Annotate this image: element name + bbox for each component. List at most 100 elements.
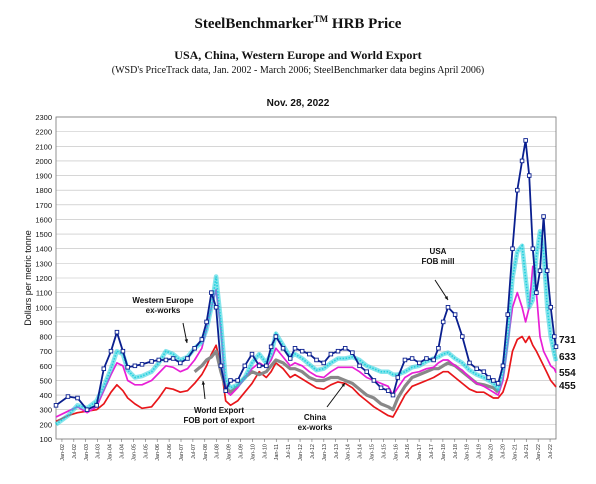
data-point bbox=[209, 290, 214, 295]
data-point bbox=[280, 346, 286, 351]
data-point bbox=[292, 346, 298, 351]
data-point bbox=[390, 392, 396, 398]
x-tick-label: Jan-15 bbox=[369, 444, 375, 461]
data-point bbox=[500, 363, 506, 369]
data-point bbox=[125, 365, 130, 370]
data-point bbox=[537, 268, 543, 273]
data-point bbox=[440, 319, 446, 325]
x-tick-label: Jul-06 bbox=[167, 444, 173, 459]
data-point bbox=[268, 344, 274, 350]
data-point bbox=[357, 363, 362, 369]
data-point bbox=[510, 246, 515, 251]
data-point bbox=[228, 378, 233, 383]
y-tick-label: 1600 bbox=[35, 215, 52, 224]
data-point bbox=[199, 337, 205, 342]
x-tick-label: Jan-02 bbox=[60, 444, 66, 461]
y-tick-label: 1400 bbox=[35, 245, 52, 254]
x-tick-label: Jan-06 bbox=[155, 444, 161, 461]
data-point bbox=[523, 138, 528, 143]
data-point bbox=[395, 375, 401, 380]
annotation-arrowhead bbox=[444, 296, 448, 300]
series-line bbox=[55, 265, 557, 418]
x-tick-label: Jan-03 bbox=[84, 444, 90, 461]
data-point bbox=[505, 312, 510, 317]
x-tick-label: Jan-08 bbox=[203, 444, 209, 461]
data-point bbox=[515, 187, 520, 193]
y-tick-label: 1700 bbox=[35, 201, 52, 210]
x-tick-label: Jul-21 bbox=[524, 444, 530, 459]
x-tick-label: Jan-20 bbox=[489, 444, 495, 461]
end-value-label: 633 bbox=[559, 352, 576, 363]
data-point bbox=[264, 363, 269, 369]
data-point bbox=[108, 348, 114, 354]
data-point bbox=[256, 363, 262, 369]
y-tick-label: 800 bbox=[39, 333, 52, 342]
x-tick-label: Jul-18 bbox=[453, 444, 459, 459]
x-tick-label: Jul-17 bbox=[429, 444, 435, 459]
series-line bbox=[54, 228, 559, 427]
series-line bbox=[55, 335, 557, 423]
y-tick-label: 400 bbox=[39, 391, 52, 400]
x-tick-label: Jan-09 bbox=[227, 444, 233, 461]
annotation-label-line2: ex-works bbox=[146, 306, 181, 315]
annotation-label: Western Europe bbox=[132, 296, 194, 305]
data-point bbox=[321, 360, 326, 366]
x-tick-label: Jul-05 bbox=[143, 444, 149, 459]
data-point bbox=[84, 407, 90, 412]
x-tick-label: Jul-10 bbox=[262, 444, 268, 459]
data-point bbox=[53, 403, 59, 408]
data-point bbox=[436, 346, 441, 351]
data-point bbox=[213, 305, 219, 310]
data-point bbox=[75, 395, 80, 401]
y-tick-label: 100 bbox=[39, 435, 52, 444]
data-point bbox=[192, 346, 197, 351]
x-tick-label: Jul-12 bbox=[310, 444, 316, 459]
x-tick-label: Jul-03 bbox=[96, 444, 102, 459]
x-tick-label: Jul-22 bbox=[548, 444, 554, 459]
data-point bbox=[445, 305, 451, 310]
data-point bbox=[299, 348, 305, 354]
chart-source-note: (WSD's PriceTrack data, Jan. 2002 - Marc… bbox=[111, 65, 485, 76]
data-point bbox=[156, 357, 162, 363]
series-4 bbox=[55, 335, 557, 423]
x-tick-label: Jan-21 bbox=[512, 444, 518, 461]
data-point bbox=[287, 356, 293, 361]
data-point bbox=[223, 388, 228, 393]
data-point bbox=[242, 363, 248, 369]
data-point bbox=[495, 381, 501, 386]
x-tick-label: Jan-05 bbox=[131, 444, 137, 461]
data-point bbox=[335, 348, 341, 354]
x-tick-label: Jul-16 bbox=[405, 444, 411, 459]
series-line-markers bbox=[55, 231, 557, 426]
x-tick-label: Jan-17 bbox=[417, 444, 423, 461]
data-point bbox=[519, 158, 525, 164]
data-point bbox=[474, 366, 479, 371]
annotation-arrowhead bbox=[341, 383, 345, 387]
data-point bbox=[170, 356, 176, 361]
data-point bbox=[534, 290, 539, 295]
annotation-label: USA bbox=[430, 247, 447, 256]
data-point bbox=[328, 351, 334, 357]
data-point bbox=[548, 305, 553, 310]
y-axis-label: Dollars per metric tonne bbox=[23, 230, 33, 326]
x-tick-label: Jan-10 bbox=[250, 444, 256, 461]
data-point bbox=[218, 363, 224, 369]
data-point bbox=[424, 356, 429, 361]
data-point bbox=[431, 357, 436, 363]
y-tick-label: 700 bbox=[39, 347, 52, 356]
data-point bbox=[486, 375, 491, 380]
x-tick-label: Jan-04 bbox=[108, 444, 114, 461]
data-point bbox=[235, 378, 240, 383]
chart-subtitle: USA, China, Western Europe and World Exp… bbox=[174, 48, 422, 62]
data-point bbox=[409, 356, 415, 361]
x-tick-label: Jan-13 bbox=[322, 444, 328, 461]
data-point bbox=[526, 173, 532, 178]
data-point bbox=[402, 357, 408, 363]
y-tick-label: 600 bbox=[39, 362, 52, 371]
series-1 bbox=[54, 228, 559, 427]
x-tick-label: Jul-11 bbox=[286, 444, 292, 459]
